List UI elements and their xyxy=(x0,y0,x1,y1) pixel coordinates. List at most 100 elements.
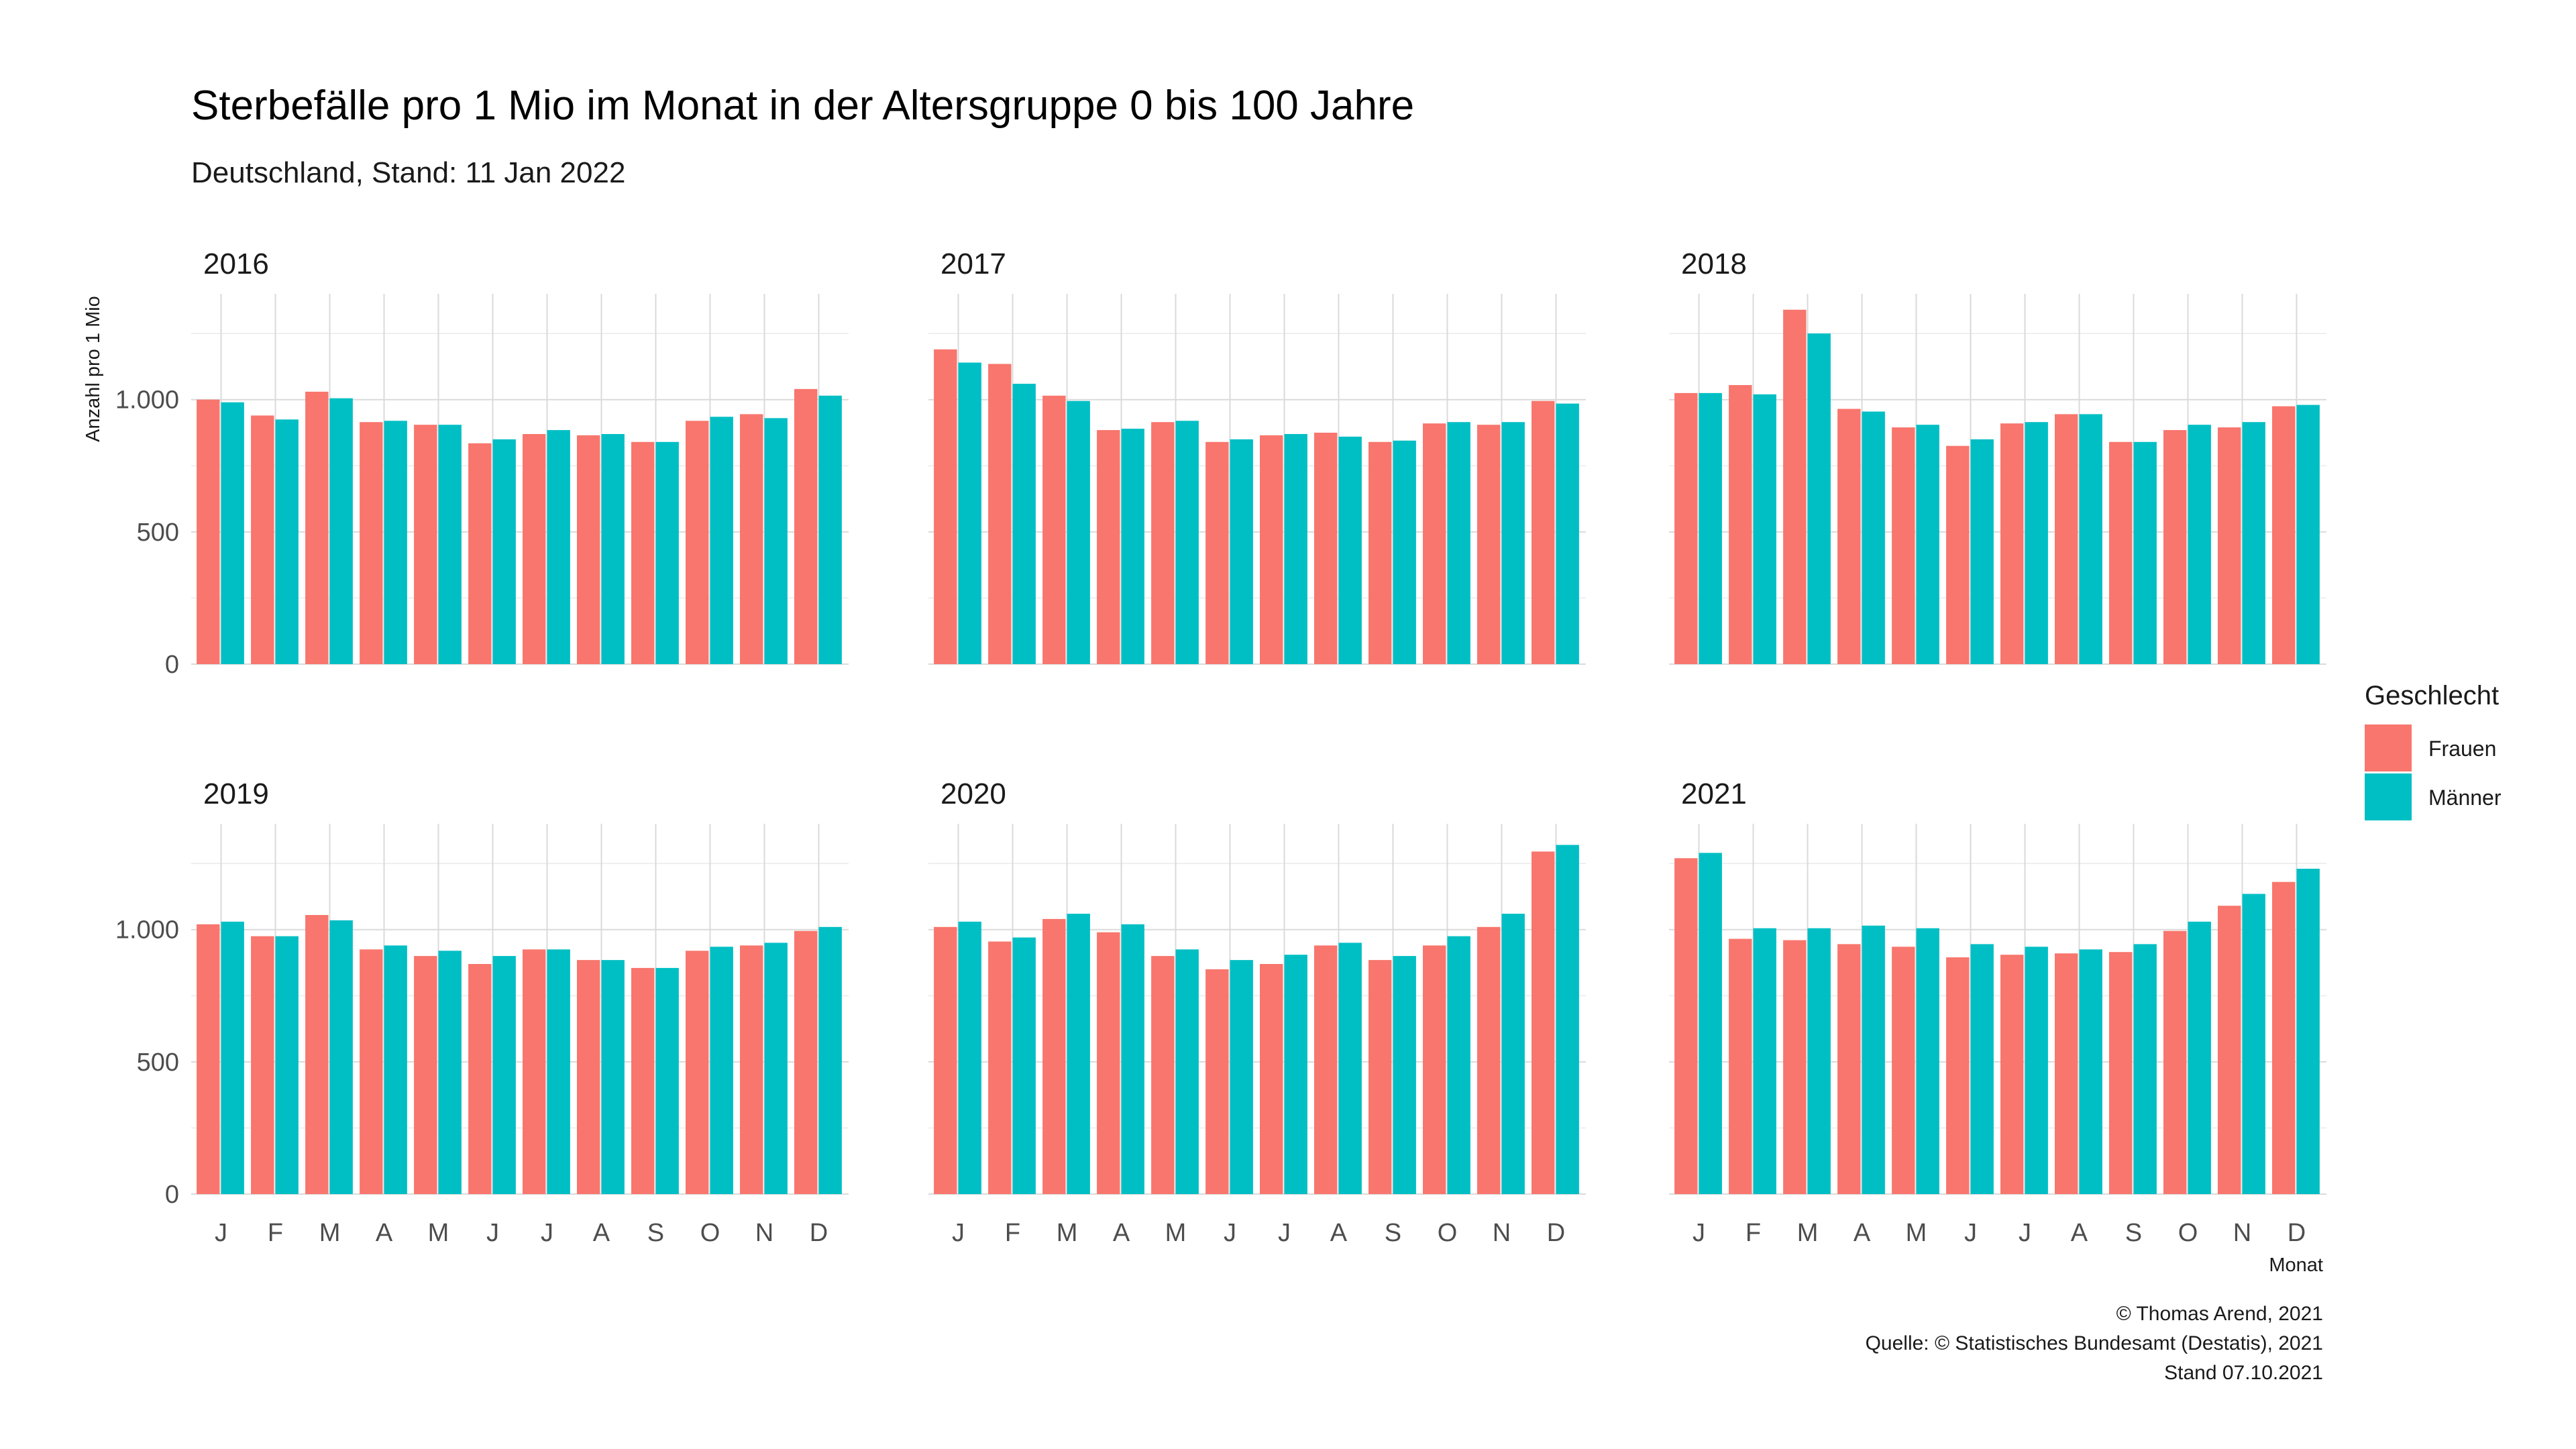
bar-2021-4-frauen xyxy=(1837,944,1861,1194)
bar-2021-2-maenner xyxy=(1753,928,1776,1194)
bar-2019-6-maenner xyxy=(492,956,516,1194)
bar-2017-8-frauen xyxy=(1314,433,1338,664)
bar-2016-2-frauen xyxy=(251,415,274,664)
y-tick-label: 0 xyxy=(165,651,179,679)
x-tick-label: J xyxy=(486,1219,499,1247)
bar-2020-6-maenner xyxy=(1230,960,1253,1194)
bar-2021-9-frauen xyxy=(2109,952,2133,1194)
x-tick-label: S xyxy=(1385,1219,1401,1247)
bar-2021-12-maenner xyxy=(2296,869,2320,1194)
bar-2017-6-frauen xyxy=(1205,441,1229,664)
bar-2021-7-frauen xyxy=(2000,955,2024,1194)
bar-2016-5-maenner xyxy=(438,425,462,664)
x-tick-label: A xyxy=(2071,1219,2088,1247)
bar-2021-10-maenner xyxy=(2188,921,2211,1194)
bar-2018-7-maenner xyxy=(2025,422,2048,664)
x-tick-label: J xyxy=(1693,1219,1705,1247)
legend: Geschlecht Frauen Männer xyxy=(2365,681,2502,820)
bar-2020-10-maenner xyxy=(1447,936,1470,1194)
bar-2019-1-maenner xyxy=(221,921,244,1194)
bar-2016-1-frauen xyxy=(197,399,220,664)
x-tick-label: M xyxy=(1797,1219,1819,1247)
bar-2019-3-frauen xyxy=(305,915,329,1194)
bar-2016-3-maenner xyxy=(329,398,353,664)
bar-2017-1-frauen xyxy=(934,349,957,664)
bar-2018-10-frauen xyxy=(2163,430,2187,664)
x-tick-label: A xyxy=(1330,1219,1348,1247)
x-tick-label: F xyxy=(1005,1219,1020,1247)
legend-key-maenner xyxy=(2365,773,2412,820)
y-axis-label: Anzahl pro 1 Mio xyxy=(83,296,104,442)
bar-2018-4-maenner xyxy=(1862,411,1885,664)
bar-2020-2-maenner xyxy=(1012,937,1036,1194)
x-tick-label: F xyxy=(268,1219,283,1247)
bar-2021-10-frauen xyxy=(2163,930,2187,1194)
bar-2016-5-frauen xyxy=(414,425,437,664)
bar-2016-7-maenner xyxy=(547,430,570,664)
x-axis-label: Monat xyxy=(2269,1254,2323,1276)
bar-2017-1-maenner xyxy=(958,362,981,664)
bar-2019-5-maenner xyxy=(438,951,462,1194)
bar-2019-2-maenner xyxy=(275,936,299,1194)
bar-2020-4-frauen xyxy=(1097,932,1120,1194)
bar-2017-3-maenner xyxy=(1067,400,1090,664)
bar-2018-12-maenner xyxy=(2296,405,2320,664)
bar-2017-6-maenner xyxy=(1230,439,1253,664)
bar-2021-2-frauen xyxy=(1729,938,1752,1194)
bar-2019-9-frauen xyxy=(631,967,655,1194)
bar-2017-5-maenner xyxy=(1175,421,1199,664)
bar-2020-3-frauen xyxy=(1042,918,1066,1194)
panel-title-2019: 2019 xyxy=(203,777,269,810)
caption-copyright: © Thomas Arend, 2021 xyxy=(2116,1303,2323,1325)
bar-2018-6-frauen xyxy=(1946,445,1970,664)
bar-2021-12-frauen xyxy=(2272,881,2296,1194)
x-tick-label: J xyxy=(1278,1219,1291,1247)
bar-2017-2-frauen xyxy=(988,364,1012,664)
bar-2019-8-frauen xyxy=(577,960,600,1194)
bar-2017-7-frauen xyxy=(1260,435,1283,664)
bar-2020-12-frauen xyxy=(1532,851,1555,1194)
bar-2017-5-frauen xyxy=(1151,422,1175,664)
bar-2016-11-frauen xyxy=(740,414,763,664)
bar-2020-5-frauen xyxy=(1151,956,1175,1194)
x-tick-label: J xyxy=(1224,1219,1236,1247)
bar-2019-2-frauen xyxy=(251,936,274,1194)
bar-2020-8-frauen xyxy=(1314,945,1338,1194)
x-tick-label: S xyxy=(647,1219,664,1247)
bar-2019-5-frauen xyxy=(414,956,437,1194)
bar-2019-1-frauen xyxy=(197,924,220,1194)
y-tick-label: 0 xyxy=(165,1181,179,1209)
bar-2021-5-maenner xyxy=(1916,928,1939,1194)
bar-2018-2-maenner xyxy=(1753,394,1776,664)
x-tick-label: A xyxy=(1854,1219,1871,1247)
bar-2020-9-maenner xyxy=(1393,956,1416,1194)
bar-2016-1-maenner xyxy=(221,402,244,664)
legend-label-maenner: Männer xyxy=(2428,786,2502,810)
bar-2018-3-frauen xyxy=(1783,309,1807,664)
bar-2019-12-frauen xyxy=(794,930,818,1194)
bar-2016-4-frauen xyxy=(360,422,383,664)
y-tick-label: 500 xyxy=(137,1049,179,1077)
bar-2018-6-maenner xyxy=(1970,439,1994,664)
bar-2019-3-maenner xyxy=(329,920,353,1194)
bar-2018-7-frauen xyxy=(2000,423,2024,664)
panel-2020: 2020 J F M A M J J A S O N D xyxy=(928,777,1586,1247)
bar-2020-2-frauen xyxy=(988,941,1012,1194)
bar-2017-11-frauen xyxy=(1477,425,1501,664)
bar-2019-12-maenner xyxy=(818,926,842,1194)
bar-2016-7-frauen xyxy=(523,434,546,664)
x-tick-label: J xyxy=(952,1219,965,1247)
bar-2017-4-maenner xyxy=(1121,429,1144,664)
x-tick-label: J xyxy=(541,1219,553,1247)
x-tick-label: F xyxy=(1746,1219,1761,1247)
x-tick-label: O xyxy=(2178,1219,2198,1247)
bar-2018-3-maenner xyxy=(1807,333,1831,664)
x-tick-label: J xyxy=(2019,1219,2031,1247)
bar-2017-8-maenner xyxy=(1338,436,1362,664)
bar-2021-3-maenner xyxy=(1807,928,1831,1194)
bar-2020-11-maenner xyxy=(1501,914,1525,1194)
panel-2018: 2018 xyxy=(1669,248,2326,665)
bar-2018-9-frauen xyxy=(2109,441,2133,664)
bar-2021-1-maenner xyxy=(1699,853,1722,1194)
bar-2016-12-maenner xyxy=(818,395,842,664)
